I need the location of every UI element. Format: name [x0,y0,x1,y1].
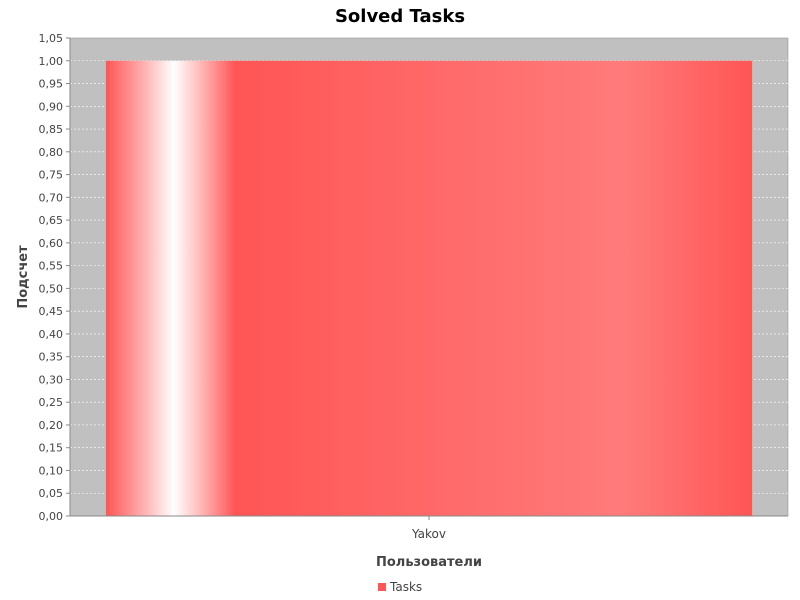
y-tick-label: 0,90 [39,100,64,113]
y-tick-label: 0,35 [39,351,64,364]
y-tick-label: 0,80 [39,146,64,159]
y-tick-label: 0,95 [39,78,64,91]
y-tick-label: 0,55 [39,260,64,273]
y-tick-label: 0,75 [39,169,64,182]
y-tick-label: 0,40 [39,328,64,341]
bars [105,60,753,517]
chart-title: Solved Tasks [335,6,465,27]
x-axis-label: Пользователи [376,555,482,570]
y-tick-label: 0,45 [39,305,64,318]
y-tick-label: 0,30 [39,373,64,386]
y-tick-label: 0,70 [39,191,64,204]
legend: Tasks [378,580,422,594]
y-tick-label: 0,05 [39,487,64,500]
y-tick-label: 0,25 [39,396,64,409]
y-tick-label: 0,85 [39,123,64,136]
bar [105,60,753,517]
x-ticks: Yakov [411,516,446,541]
y-tick-label: 0,15 [39,442,64,455]
legend-label: Tasks [389,580,422,594]
y-tick-label: 0,50 [39,282,64,295]
y-tick-label: 0,10 [39,464,64,477]
y-tick-label: 1,00 [39,55,64,68]
y-tick-label: 0,65 [39,214,64,227]
y-tick-label: 0,60 [39,237,64,250]
y-axis-label: Подсчет [16,245,31,309]
y-tick-label: 0,20 [39,419,64,432]
legend-swatch [378,583,386,591]
x-tick-label: Yakov [411,527,446,541]
y-ticks: 0,00 0,05 0,10 0,15 0,20 0,25 0,30 0,35 0,40 0,45… [39,32,70,523]
y-tick-label: 0,00 [39,510,64,523]
y-tick-label: 1,05 [39,32,64,45]
